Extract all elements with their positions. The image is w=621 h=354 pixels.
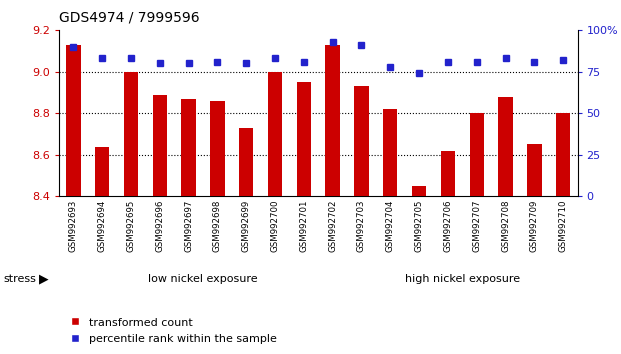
Text: GSM992696: GSM992696 — [155, 200, 165, 252]
Bar — [181, 99, 196, 196]
Text: GSM992704: GSM992704 — [386, 200, 395, 252]
Text: GDS4974 / 7999596: GDS4974 / 7999596 — [59, 11, 199, 25]
Text: GSM992697: GSM992697 — [184, 200, 193, 252]
Bar — [153, 95, 167, 196]
Bar — [383, 109, 397, 196]
Text: GSM992700: GSM992700 — [271, 200, 279, 252]
Bar — [268, 72, 283, 196]
Text: GSM992699: GSM992699 — [242, 200, 251, 252]
Text: GSM992702: GSM992702 — [328, 200, 337, 252]
Text: GSM992698: GSM992698 — [213, 200, 222, 252]
Text: ▶: ▶ — [39, 272, 48, 285]
Text: high nickel exposure: high nickel exposure — [405, 274, 520, 284]
Bar — [124, 72, 138, 196]
Text: low nickel exposure: low nickel exposure — [148, 274, 258, 284]
Bar — [297, 82, 311, 196]
Text: GSM992709: GSM992709 — [530, 200, 539, 252]
Bar — [354, 86, 369, 196]
Text: GSM992710: GSM992710 — [559, 200, 568, 252]
Bar — [325, 45, 340, 196]
Bar — [556, 113, 570, 196]
Text: GSM992706: GSM992706 — [443, 200, 452, 252]
Bar — [95, 147, 109, 196]
Text: stress: stress — [3, 274, 36, 284]
Bar — [211, 101, 225, 196]
Bar — [412, 186, 426, 196]
Bar — [66, 45, 81, 196]
Text: GSM992693: GSM992693 — [69, 200, 78, 252]
Text: GSM992694: GSM992694 — [97, 200, 107, 252]
Text: GSM992707: GSM992707 — [472, 200, 481, 252]
Legend: transformed count, percentile rank within the sample: transformed count, percentile rank withi… — [65, 313, 281, 348]
Bar — [441, 151, 455, 196]
Bar — [498, 97, 513, 196]
Bar — [469, 113, 484, 196]
Bar — [527, 144, 542, 196]
Text: GSM992701: GSM992701 — [299, 200, 309, 252]
Text: GSM992695: GSM992695 — [127, 200, 135, 252]
Text: GSM992705: GSM992705 — [415, 200, 424, 252]
Bar — [239, 128, 253, 196]
Text: GSM992703: GSM992703 — [357, 200, 366, 252]
Text: GSM992708: GSM992708 — [501, 200, 510, 252]
